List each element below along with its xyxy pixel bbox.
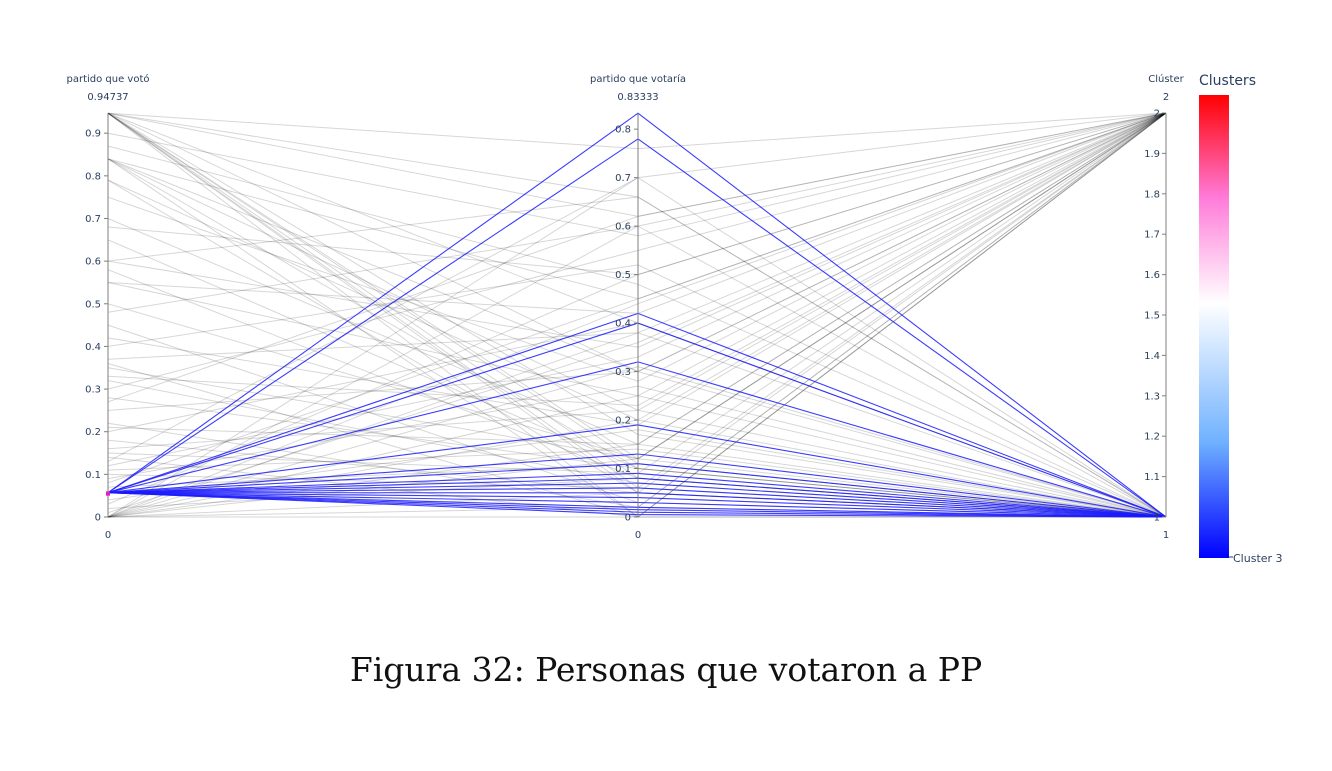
colorbar: [1199, 95, 1229, 558]
axis-2-tick-label: 0.2: [615, 416, 631, 427]
axis-1-title[interactable]: partido que votó: [66, 73, 149, 85]
axis-3-title[interactable]: Clúster: [1148, 73, 1184, 85]
axis-3-tick-label: 2: [1154, 109, 1160, 120]
axes-layer: 0 0.1 0.2 0.3 0.4 0.5 0.6 0.7 0.8 0.9 0 0.1 0.2 0.3 0.…: [85, 109, 1167, 524]
axis-1-tick-label: 0.9: [85, 129, 101, 140]
axis-3-tick-label: 1.9: [1144, 149, 1160, 160]
background-line: [107, 179, 1167, 518]
axis-3-tick-label: 1.8: [1144, 189, 1160, 200]
axis-2-tick-label: 0.7: [615, 173, 631, 184]
axis-3-tick-label: 1.5: [1144, 311, 1160, 322]
axis-2-tick-label: 0.8: [615, 125, 631, 136]
background-line: [107, 112, 1167, 467]
background-line: [107, 112, 1167, 300]
axis-2-tick-label: 0: [625, 513, 631, 524]
background-line: [107, 112, 1167, 411]
axis-3-tick-label: 1.7: [1144, 230, 1160, 241]
axis-1-tick-label: 0.8: [85, 171, 101, 182]
axis-1-brush[interactable]: [106, 491, 110, 496]
axis-3-bottom-value: 1: [1163, 530, 1169, 541]
background-line: [107, 112, 1167, 314]
axis-3-tick-label: 1.3: [1144, 391, 1160, 402]
axis-3-tick-label: 1.6: [1144, 270, 1160, 281]
background-line: [107, 112, 1167, 382]
background-line: [107, 112, 1167, 403]
axis-1-bottom-value: 0: [105, 530, 111, 541]
axis-1-tick-label: 0.2: [85, 427, 101, 438]
axis-2-tick-label: 0.5: [615, 270, 631, 281]
highlighted-line: [107, 138, 1167, 518]
axis-2-bottom-value: 0: [635, 530, 641, 541]
background-line: [107, 112, 1167, 484]
axis-2-top-value: 0.83333: [617, 92, 658, 103]
background-line: [107, 112, 1167, 411]
axis-2-tick-label: 0.1: [615, 464, 631, 475]
axis-3-tick-label: 1: [1154, 513, 1160, 524]
colorbar-title: Clusters: [1199, 73, 1256, 89]
axis-1-tick-label: 0.7: [85, 214, 101, 225]
axis-1-tick-label: 0.4: [85, 342, 101, 353]
axis-2-title[interactable]: partido que votaría: [590, 73, 686, 85]
axis-1-top-value: 0.94737: [87, 92, 128, 103]
axis-2-tick-label: 0.4: [615, 319, 631, 330]
background-line: [107, 112, 1167, 150]
background-line: [107, 282, 1167, 518]
figure-caption: Figura 32: Personas que votaron a PP: [349, 650, 983, 689]
axis-1-tick-label: 0.6: [85, 257, 101, 268]
axis-3-tick-label: 1.4: [1144, 351, 1160, 362]
axis-3-top-value: 2: [1163, 92, 1169, 103]
axis-3-tick-label: 1.2: [1144, 432, 1160, 443]
axis-1-tick-label: 0.3: [85, 385, 101, 396]
axis-1-tick-label: 0.1: [85, 470, 101, 481]
axis-2-tick-label: 0.3: [615, 367, 631, 378]
axis-2-tick-label: 0.6: [615, 222, 631, 233]
axis-1-tick-label: 0: [95, 513, 101, 524]
axis-3-tick-label: 1.1: [1144, 472, 1160, 483]
colorbar-label: Cluster 3: [1233, 552, 1283, 565]
axis-1-tick-label: 0.5: [85, 299, 101, 310]
background-lines-layer: [107, 112, 1167, 518]
